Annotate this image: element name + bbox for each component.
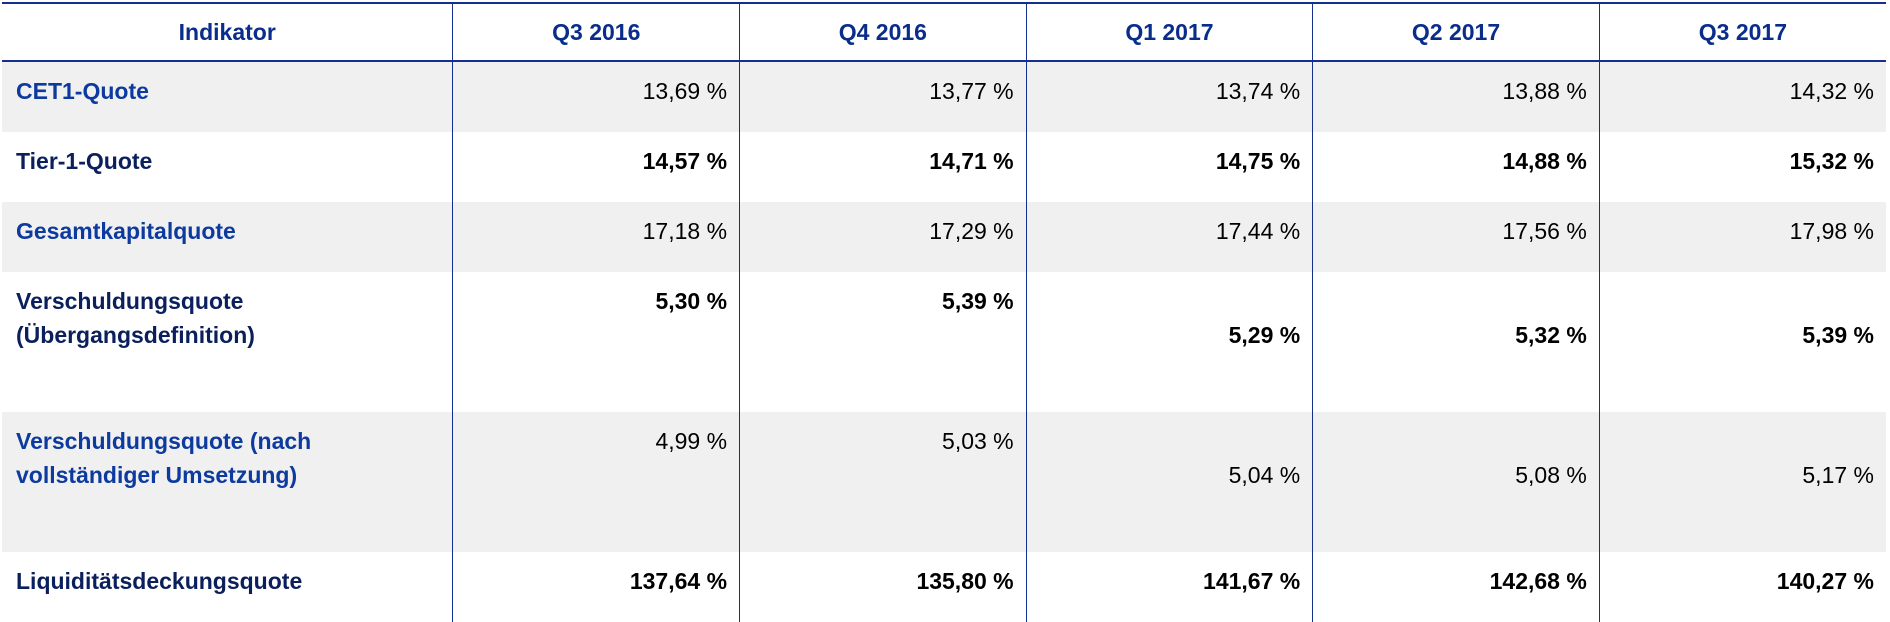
- table-cell: 5,29 %: [1025, 272, 1314, 412]
- table-cell: 5,04 %: [1025, 412, 1314, 552]
- table-cell: 17,29 %: [739, 202, 1027, 272]
- table-cell: 141,67 %: [1025, 552, 1314, 622]
- row-label-line1: Verschuldungsquote (nach: [16, 428, 312, 454]
- row-label: Tier-1-Quote: [2, 132, 454, 202]
- table-cell: 14,57 %: [452, 132, 741, 202]
- header-q1-2017: Q1 2017: [1025, 2, 1314, 62]
- table-cell: 13,88 %: [1312, 61, 1600, 132]
- table-cell: 5,03 %: [739, 412, 1027, 552]
- row-label: Verschuldungsquote (nach vollständiger U…: [2, 412, 454, 552]
- header-q2-2017: Q2 2017: [1312, 2, 1600, 62]
- table-cell: 137,64 %: [452, 552, 741, 622]
- table-cell: 14,32 %: [1598, 61, 1886, 132]
- table-cell: 135,80 %: [739, 552, 1027, 622]
- table-row-leverage-transitional: Verschuldungsquote (Übergangsdefinition)…: [2, 272, 1886, 412]
- table-row-leverage-fully-loaded: Verschuldungsquote (nach vollständiger U…: [2, 412, 1886, 552]
- row-label: CET1-Quote: [2, 61, 454, 132]
- table-cell: 142,68 %: [1312, 552, 1600, 622]
- header-q3-2016: Q3 2016: [452, 2, 741, 62]
- table-cell: 17,44 %: [1025, 202, 1314, 272]
- header-indikator: Indikator: [2, 2, 454, 62]
- table-cell: 15,32 %: [1598, 132, 1886, 202]
- table-cell: 4,99 %: [452, 412, 741, 552]
- table-cell: 5,32 %: [1312, 272, 1600, 412]
- table-row-cet1: CET1-Quote 13,69 % 13,77 % 13,74 % 13,88…: [2, 61, 1886, 132]
- table-cell: 5,08 %: [1312, 412, 1600, 552]
- row-label: Gesamtkapitalquote: [2, 202, 454, 272]
- row-label: Verschuldungsquote (Übergangsdefinition): [2, 272, 454, 412]
- table-row-gesamtkapital: Gesamtkapitalquote 17,18 % 17,29 % 17,44…: [2, 202, 1886, 272]
- row-label-line2: (Übergangsdefinition): [16, 322, 255, 348]
- table-cell: 13,77 %: [739, 61, 1027, 132]
- table-cell: 14,75 %: [1025, 132, 1314, 202]
- header-q3-2017: Q3 2017: [1598, 2, 1886, 62]
- row-label: Liquiditätsdeckungsquote: [2, 552, 454, 622]
- row-label-line2: vollständiger Umsetzung): [16, 462, 298, 488]
- table-row-tier1: Tier-1-Quote 14,57 % 14,71 % 14,75 % 14,…: [2, 132, 1886, 202]
- table-cell: 5,39 %: [1598, 272, 1886, 412]
- table-row-lcr: Liquiditätsdeckungsquote 137,64 % 135,80…: [2, 552, 1886, 622]
- row-label-line1: Verschuldungsquote: [16, 288, 244, 314]
- table-cell: 14,88 %: [1312, 132, 1600, 202]
- table-cell: 17,18 %: [452, 202, 741, 272]
- table-cell: 17,98 %: [1598, 202, 1886, 272]
- table-cell: 5,17 %: [1598, 412, 1886, 552]
- header-row: Indikator Q3 2016 Q4 2016 Q1 2017 Q2 201…: [2, 2, 1886, 62]
- table-cell: 13,74 %: [1025, 61, 1314, 132]
- table-cell: 17,56 %: [1312, 202, 1600, 272]
- table-cell: 14,71 %: [739, 132, 1027, 202]
- table-cell: 13,69 %: [452, 61, 741, 132]
- table-cell: 140,27 %: [1598, 552, 1886, 622]
- table-cell: 5,39 %: [739, 272, 1027, 412]
- header-q4-2016: Q4 2016: [739, 2, 1027, 62]
- table-cell: 5,30 %: [452, 272, 741, 412]
